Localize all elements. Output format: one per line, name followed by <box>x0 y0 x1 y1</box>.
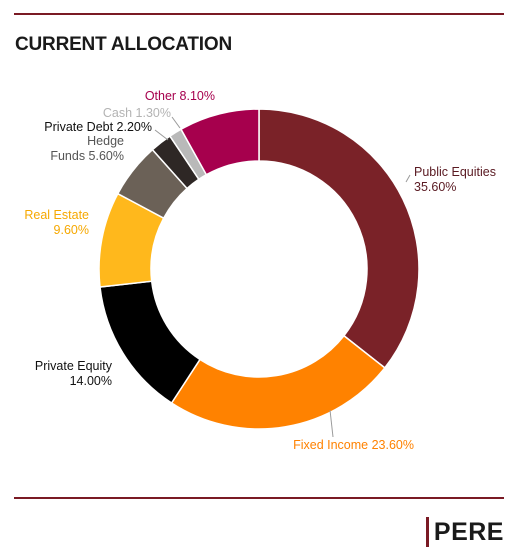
top-rule <box>14 13 504 15</box>
label-private-equity: Private Equity 14.00% <box>35 359 113 388</box>
leader-line-fixed-income <box>329 409 334 438</box>
slice-other <box>180 108 260 176</box>
label-other: Other 8.10% <box>145 89 215 103</box>
label-cash: Cash 1.30% <box>103 106 171 120</box>
leader-line-cash <box>171 116 181 129</box>
logo-bar <box>425 517 429 547</box>
slice-fixed-income <box>170 334 386 430</box>
label-private-debt: Private Debt 2.20% <box>44 120 152 134</box>
pere-logo: PERE <box>425 517 504 547</box>
logo-text: PERE <box>433 518 504 546</box>
label-hedge-funds: Hedge Funds 5.60% <box>50 134 124 163</box>
label-public-equities: Public Equities 35.60% <box>414 165 496 194</box>
leader-line-private-debt <box>154 129 169 141</box>
label-fixed-income: Fixed Income 23.60% <box>293 438 414 452</box>
chart-title: CURRENT ALLOCATION <box>15 34 232 55</box>
bottom-rule <box>14 497 504 499</box>
allocation-donut-chart: Public Equities 35.60% Fixed Income 23.60%… <box>24 89 496 452</box>
label-real-estate: Real Estate 9.60% <box>24 208 89 237</box>
slice-public-equities <box>258 108 420 369</box>
leader-line-public-equities <box>405 174 411 183</box>
